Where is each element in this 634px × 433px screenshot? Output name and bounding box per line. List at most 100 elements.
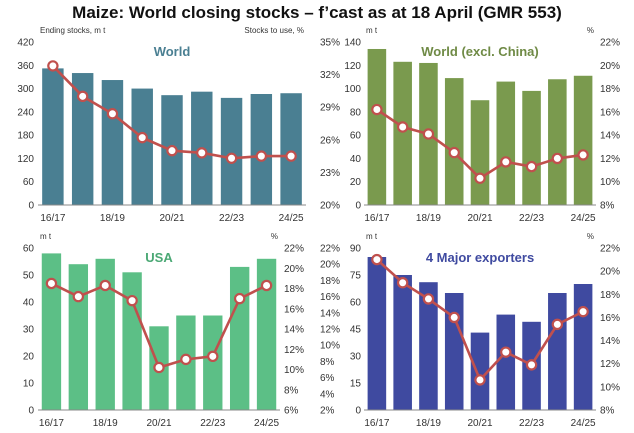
bar (95, 258, 115, 410)
y-secondary-tick-label: 12% (320, 325, 340, 336)
x-tick-label: 16/17 (364, 418, 389, 429)
bar (71, 73, 94, 205)
bar (41, 253, 62, 410)
x-tick-label: 18/19 (416, 418, 441, 429)
y-tick-label: 90 (350, 244, 362, 255)
line-point (448, 311, 460, 324)
line-point (106, 108, 119, 120)
y2-tick-label: 12% (600, 359, 620, 370)
x-tick-label: 18/19 (93, 418, 118, 429)
y2-axis-label: % (271, 232, 278, 241)
x-tick-label: 20/21 (467, 418, 492, 429)
line-point (577, 149, 589, 161)
bar (444, 78, 464, 205)
line-point (45, 277, 58, 290)
y-secondary-tick-label: 23% (320, 168, 340, 179)
bar (367, 48, 387, 205)
line-point (285, 150, 297, 162)
world-chart: 0 60 120 180 240 300 360 420 Ending stocks, m t S… (4, 22, 314, 227)
y-tick-label: 30 (23, 325, 35, 336)
bar (548, 79, 567, 205)
y-axis-label: m t (366, 232, 378, 241)
y2-tick-label: 22% (600, 38, 620, 49)
y-secondary-tick-label: 20% (320, 201, 340, 212)
line-point (126, 294, 138, 307)
y-secondary-tick-label: 16% (320, 292, 340, 303)
y2-tick-label: 14% (600, 336, 620, 347)
y-tick-label: 120 (17, 154, 34, 165)
y-tick-label: 420 (17, 38, 34, 49)
page-title: Maize: World closing stocks – f’cast as … (72, 3, 562, 22)
x-tick-label: 16/17 (39, 418, 64, 429)
y-secondary-tick-label: 32% (320, 70, 340, 81)
line-point (525, 359, 538, 371)
y-tick-label: 50 (23, 271, 35, 282)
usa-chart: 0 10 20 30 40 50 60 6% 8% 10% 12% 14% 16% 18% 20% 22% m … (4, 228, 314, 432)
x-tick-label: 18/19 (100, 213, 125, 224)
bar (42, 68, 64, 205)
bar (573, 284, 593, 410)
y-tick-label: 20 (23, 352, 35, 363)
y-secondary-tick-label: 10% (320, 341, 340, 352)
y2-tick-label: 8% (284, 385, 299, 396)
x-tick-label: 22/23 (519, 418, 544, 429)
world-excl-china-chart: 0 20 40 60 80 100 120 140 20% 23% 26% 29% 32% 35% 8% 10… (318, 22, 630, 227)
line-point (525, 160, 538, 173)
y2-axis-label: Stocks to use, % (244, 26, 304, 35)
x-tick-label: 22/23 (519, 213, 544, 224)
y-secondary-tick-label: 6% (320, 373, 335, 384)
line-point (225, 152, 238, 164)
y-secondary-tick-label: 2% (320, 406, 335, 417)
y2-tick-label: 12% (284, 345, 304, 356)
line-point (551, 318, 564, 331)
line-point (99, 279, 111, 292)
y-tick-label: 30 (350, 352, 362, 363)
y2-tick-label: 14% (600, 131, 620, 142)
y-tick-label: 40 (350, 154, 362, 165)
chart-title: USA (145, 250, 173, 265)
x-tick-label: 22/23 (200, 418, 225, 429)
line-point (196, 147, 208, 159)
y-tick-label: 0 (28, 201, 34, 212)
bar (573, 75, 593, 205)
y2-tick-label: 6% (284, 406, 299, 417)
bar (470, 332, 490, 410)
chart-title: World (excl. China) (421, 44, 539, 59)
y2-tick-label: 16% (600, 107, 620, 118)
y-tick-label: 60 (23, 177, 35, 188)
y-tick-label: 0 (355, 406, 361, 417)
bar (122, 272, 142, 410)
y2-tick-label: 16% (600, 313, 620, 324)
x-tick-label: 20/21 (467, 213, 492, 224)
y-tick-label: 20 (350, 177, 362, 188)
x-tick-label: 24/25 (571, 213, 596, 224)
y2-tick-label: 10% (600, 177, 620, 188)
line-point (76, 90, 89, 103)
y-tick-label: 240 (17, 107, 34, 118)
y2-axis-label: % (587, 26, 594, 35)
x-tick-label: 16/17 (364, 213, 389, 224)
y2-tick-label: 12% (600, 154, 620, 165)
line-point (255, 150, 268, 162)
y-secondary-tick-label: 29% (320, 103, 340, 114)
y-tick-label: 60 (350, 298, 362, 309)
line-point (500, 346, 512, 358)
bar (280, 93, 302, 205)
line-point (136, 131, 148, 144)
y-secondary-tick-label: 18% (320, 276, 340, 287)
bar (131, 88, 153, 205)
bar (229, 266, 250, 410)
line-point (474, 374, 486, 386)
y-secondary-tick-label: 14% (320, 308, 340, 319)
y-secondary-tick-label: 4% (320, 389, 335, 400)
x-tick-label: 20/21 (146, 418, 171, 429)
y2-tick-label: 20% (600, 267, 620, 278)
y-tick-label: 80 (350, 107, 362, 118)
y2-tick-label: 8% (600, 406, 615, 417)
x-tick-label: 24/25 (571, 418, 596, 429)
y2-tick-label: 18% (600, 290, 620, 301)
y-tick-label: 140 (344, 38, 361, 49)
y2-tick-label: 18% (600, 84, 620, 95)
bar (419, 282, 438, 410)
line-point (396, 121, 409, 133)
